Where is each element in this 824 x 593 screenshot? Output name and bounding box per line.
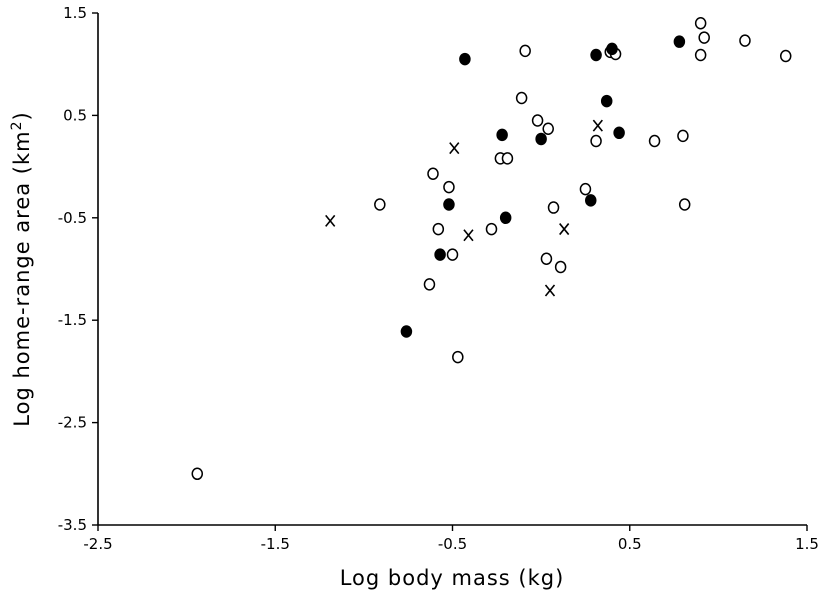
data-point-x [325,214,336,227]
y-tick-label: -1.5 [58,311,87,329]
data-point-open-circle [515,91,528,105]
x-tick-label: -0.5 [438,535,467,553]
data-point-open-circle [694,16,707,30]
data-point-open-circle [540,252,553,266]
data-points [191,16,792,481]
y-tick-label: 0.5 [63,106,87,124]
data-point-x [449,142,460,155]
y-axis-title-end: ) [10,111,34,120]
x-tick-label: 1.5 [795,535,819,553]
data-point-filled-circle [673,35,686,48]
data-point-filled-circle [600,94,613,108]
y-tick-label: 1.5 [63,4,87,22]
data-point-open-circle [739,34,751,47]
data-point-open-circle [519,44,531,58]
data-point-open-circle [678,198,691,211]
x-axis-title: Log body mass (kg) [340,566,565,590]
data-point-open-circle [423,278,436,291]
data-point-filled-circle [443,198,455,211]
data-point-open-circle [446,248,459,261]
data-point-open-circle [452,350,464,364]
data-point-open-circle [542,122,554,135]
data-point-x [592,119,603,132]
data-point-filled-circle [400,325,413,338]
data-point-x [463,229,474,242]
y-axis-title: Log home-range area (km2) [9,111,34,426]
data-point-filled-circle [459,52,471,66]
data-point-open-circle [554,260,567,274]
data-point-open-circle [501,152,514,165]
data-point-open-circle [677,129,689,143]
x-tick-label: -2.5 [83,535,112,553]
data-point-filled-circle [606,42,618,56]
data-point-open-circle [432,222,445,236]
data-point-x [559,223,570,236]
data-point-open-circle [590,134,602,148]
data-point-open-circle [579,182,592,196]
data-point-open-circle [443,180,455,194]
data-point-filled-circle [535,132,547,146]
data-point-filled-circle [590,48,602,62]
data-point-open-circle [779,49,792,63]
y-tick-label: -2.5 [58,414,87,432]
data-point-open-circle [547,201,560,214]
data-point-filled-circle [585,194,597,207]
data-point-filled-circle [496,128,508,142]
y-axis-title-sup: 2 [9,120,25,130]
data-point-open-circle [374,198,386,211]
data-point-filled-circle [613,126,625,140]
axes [97,13,807,526]
tick-labels: -2.5 -1.5 -0.5 0.5 1.5-3.5-2.5-1.5-0.50.51.5 [58,4,819,553]
data-point-open-circle [698,31,710,44]
y-axis-title-main: Log home-range area (km [10,130,34,426]
data-point-open-circle [427,167,439,181]
data-point-open-circle [648,134,661,148]
x-tick-label: 0.5 [618,535,642,553]
data-point-filled-circle [499,211,512,225]
data-point-open-circle [191,467,204,481]
data-point-open-circle [485,222,498,236]
y-tick-label: -0.5 [58,209,87,227]
ticks [92,12,808,531]
x-tick-label: -1.5 [261,535,290,553]
data-point-filled-circle [434,248,446,261]
data-point-open-circle [531,114,544,127]
data-point-x [544,284,556,297]
y-tick-label: -3.5 [58,516,87,534]
data-point-open-circle [694,48,707,62]
